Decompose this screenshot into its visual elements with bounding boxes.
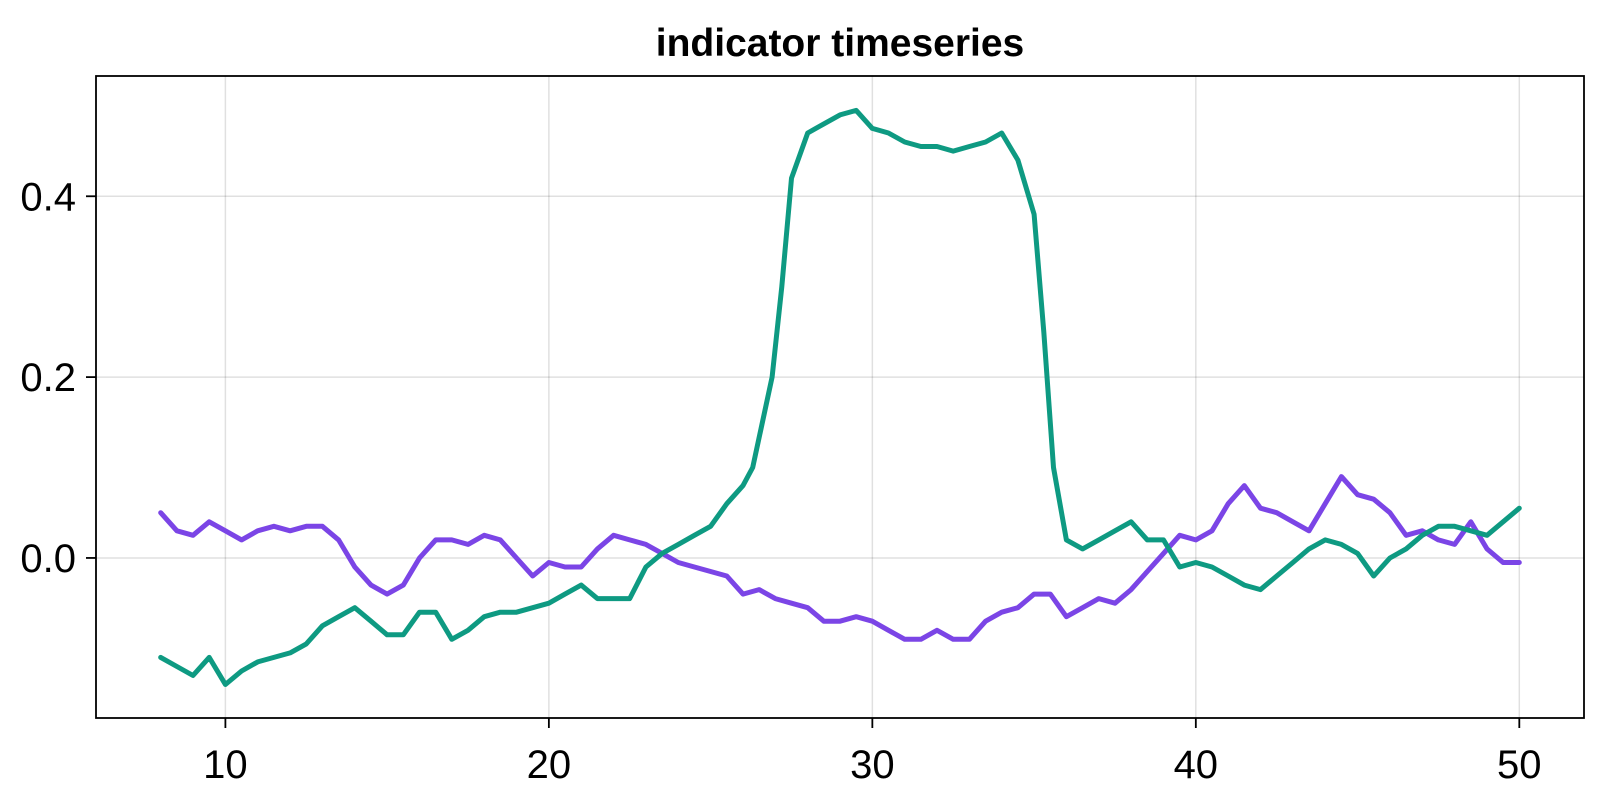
x-tick-label: 20	[527, 743, 572, 787]
series-layer	[158, 107, 1522, 687]
x-tick-label: 10	[203, 743, 248, 787]
chart-title: indicator timeseries	[656, 22, 1024, 65]
x-tick-label: 50	[1497, 743, 1542, 787]
plot-frame	[95, 75, 1585, 719]
axis-ticks: 10 20 30 40 50 0.0 0.2 0.4	[20, 175, 1541, 787]
x-tick-label: 40	[1174, 743, 1219, 787]
series-line-1	[158, 474, 1522, 642]
grid-lines	[96, 76, 1584, 718]
y-tick-label: 0.0	[20, 537, 76, 581]
y-tick-label: 0.4	[20, 175, 76, 219]
y-tick-label: 0.2	[20, 356, 76, 400]
x-tick-label: 30	[850, 743, 895, 787]
series-line-2	[158, 107, 1522, 687]
